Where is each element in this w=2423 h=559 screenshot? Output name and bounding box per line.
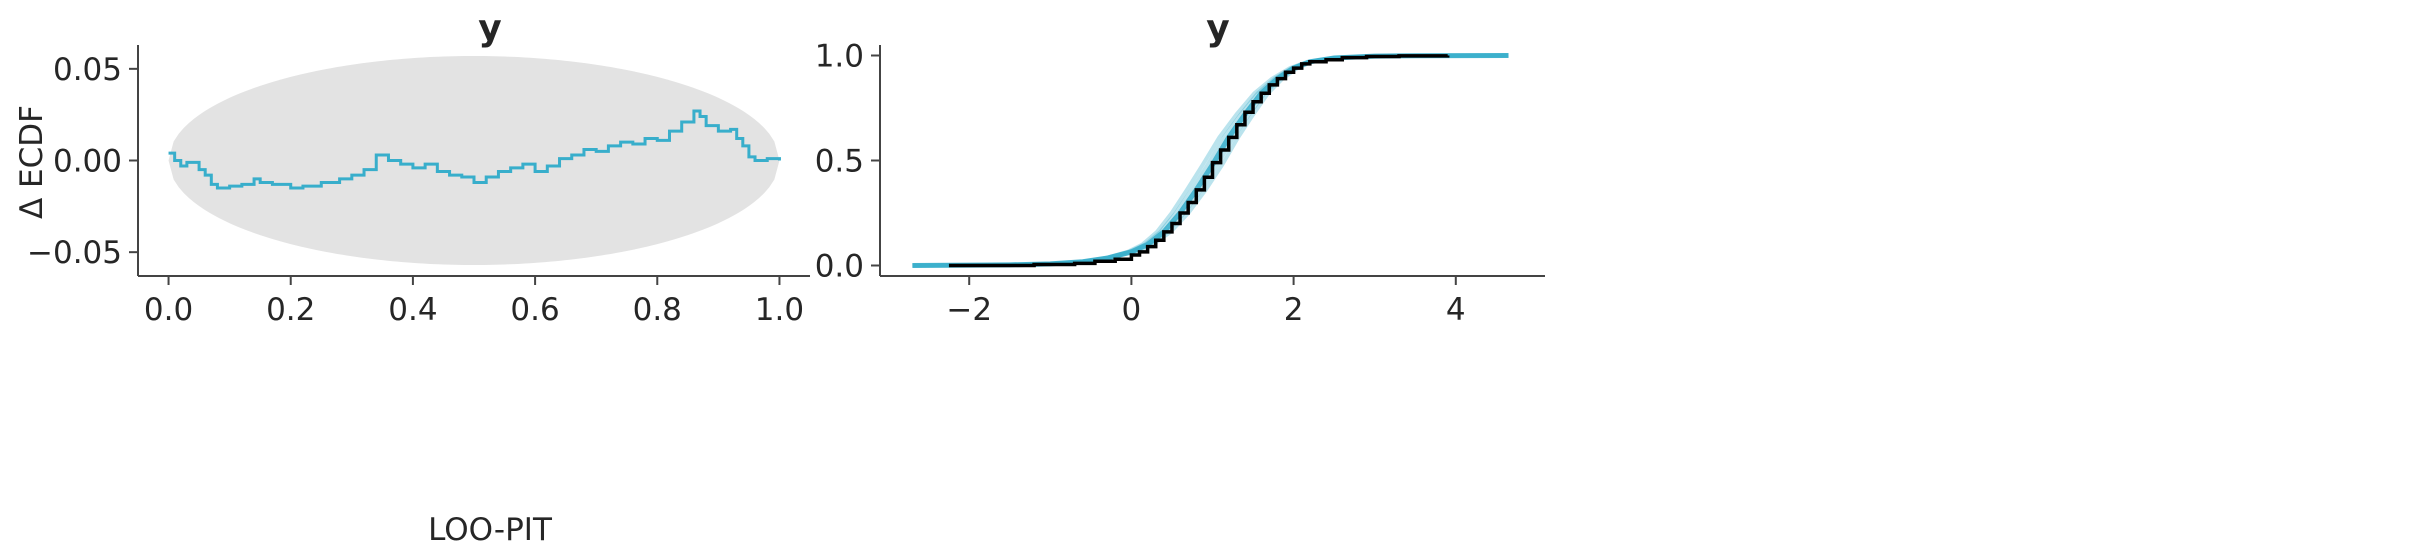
x-tick-label: 2 (1284, 292, 1304, 328)
predictive-ecdf-line (912, 53, 1509, 268)
loo-pit-axes: y LOO-PIT Δ ECDF 0.0 0.2 0.4 0.6 0.8 1.0 −0.05… (14, 8, 810, 548)
y-tick-label: 0.0 (815, 249, 864, 285)
y-tick-label: 0.00 (53, 144, 122, 180)
x-tick-label: 0.6 (510, 292, 559, 328)
x-tick-label: 0.0 (144, 292, 193, 328)
x-tick-label: 1.0 (755, 292, 804, 328)
right-title: y (1206, 8, 1229, 49)
ppc-axes: y −2 0 2 4 0.0 0.5 1.0 (815, 8, 1545, 328)
y-tick-label: −0.05 (27, 235, 122, 271)
x-tick-label: 0.8 (633, 292, 682, 328)
delta-ecdf-line (168, 109, 781, 190)
y-tick-label: 1.0 (815, 39, 864, 75)
x-tick-label: −2 (946, 292, 992, 328)
observed-ecdf-line (948, 54, 1450, 268)
left-ylabel: Δ ECDF (14, 105, 50, 219)
left-title: y (478, 8, 501, 49)
confidence-band (168, 56, 780, 265)
x-tick-label: 0.2 (266, 292, 315, 328)
y-tick-label: 0.5 (815, 144, 864, 180)
x-tick-label: 0.4 (388, 292, 437, 328)
y-tick-label: 0.05 (53, 52, 122, 88)
left-xlabel: LOO-PIT (428, 512, 553, 548)
x-tick-label: 4 (1446, 292, 1466, 328)
x-tick-label: 0 (1122, 292, 1142, 328)
